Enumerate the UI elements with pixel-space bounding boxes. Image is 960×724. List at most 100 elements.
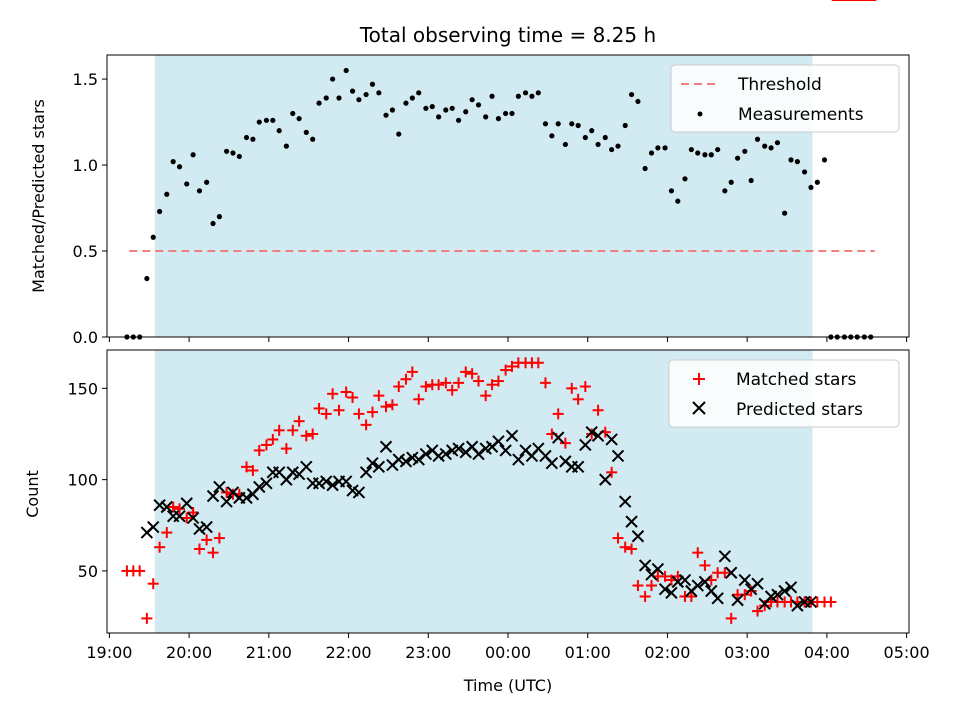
predicted-star-point — [579, 438, 592, 452]
measurement-point — [157, 208, 163, 215]
matched-star-point — [320, 408, 332, 420]
predicted-star-point — [472, 447, 485, 461]
matched-star-point — [699, 559, 711, 571]
predicted-star-point — [359, 466, 373, 479]
predicted-star-point — [200, 520, 213, 534]
matched-star-point — [552, 408, 564, 420]
x-axis-label: Time (UTC) — [463, 676, 552, 695]
predicted-star-point — [738, 573, 751, 587]
measurement-point — [170, 159, 176, 165]
predicted-star-point — [320, 475, 333, 488]
matched-star-point — [201, 534, 213, 546]
predicted-star-point — [651, 562, 665, 576]
bottom-ytick-label: 50 — [78, 562, 98, 581]
matched-star-point — [460, 366, 472, 378]
matched-star-point — [366, 406, 378, 418]
measurement-point — [396, 131, 402, 137]
measurement-point — [602, 134, 608, 141]
predicted-star-point — [731, 593, 744, 607]
measurement-point — [734, 155, 741, 161]
matched-star-point — [207, 547, 219, 559]
matched-star-point — [725, 612, 737, 624]
predicted-star-point — [778, 584, 791, 598]
xtick-label: 22:00 — [326, 643, 372, 662]
bottom-ytick-label: 150 — [67, 379, 98, 398]
measurement-point — [695, 150, 701, 156]
matched-star-point — [287, 424, 299, 436]
measurement-point — [176, 164, 183, 170]
predicted-star-point — [186, 511, 200, 525]
measurement-point — [204, 179, 210, 185]
matched-star-point — [167, 501, 179, 513]
matched-star-point — [645, 580, 657, 592]
matched-star-point — [532, 357, 544, 369]
predicted-star-point — [804, 595, 818, 609]
predicted-star-point — [784, 581, 798, 594]
predicted-star-point — [625, 515, 638, 528]
matched-star-point — [307, 428, 319, 440]
matched-star-point — [413, 393, 425, 405]
matched-star-point — [566, 382, 578, 394]
predicted-star-point — [160, 500, 173, 514]
measurement-point — [383, 112, 389, 118]
matched-star-point — [486, 379, 498, 391]
predicted-star-point — [213, 480, 226, 494]
matched-star-point — [380, 401, 392, 413]
predicted-star-point — [379, 440, 393, 453]
matched-star-point — [639, 590, 651, 602]
measurement-point — [409, 95, 415, 101]
measurement-point — [316, 100, 322, 106]
measurement-point — [483, 114, 489, 120]
measurement-point — [575, 122, 581, 129]
measurement-point — [416, 90, 422, 96]
measurement-point — [615, 143, 621, 149]
xtick-label: 03:00 — [724, 643, 770, 662]
measurement-point — [276, 128, 282, 134]
measurement-point — [423, 105, 429, 111]
measurement-point — [569, 121, 575, 127]
matched-star-point — [759, 600, 771, 612]
predicted-star-point — [671, 575, 685, 589]
legend-threshold-label: Threshold — [737, 75, 822, 95]
top-legend-box — [670, 64, 900, 133]
measurement-point — [455, 117, 462, 123]
matched-star-point — [626, 543, 638, 555]
bottom-legend-box — [668, 359, 900, 428]
predicted-star-point — [253, 480, 266, 494]
measurement-point — [628, 91, 635, 98]
measurement-point — [595, 141, 601, 148]
measurement-point — [270, 117, 276, 123]
predicted-star-point — [718, 550, 732, 563]
predicted-star-point — [618, 495, 632, 508]
measurement-point — [290, 110, 296, 117]
measurement-point — [782, 210, 788, 216]
matched-star-point — [353, 408, 365, 420]
predicted-star-point — [545, 456, 559, 470]
measurement-point — [801, 169, 808, 175]
measurement-point — [662, 145, 668, 151]
measurement-point — [748, 177, 754, 184]
xtick-label: 21:00 — [246, 643, 292, 662]
matched-star-point — [692, 547, 704, 559]
matched-star-point — [174, 503, 186, 515]
measurement-point — [443, 107, 449, 113]
measurement-point — [429, 103, 435, 110]
xtick-label: 00:00 — [485, 643, 531, 662]
matched-star-point — [592, 404, 604, 416]
predicted-star-point — [698, 575, 712, 589]
predicted-star-point — [419, 447, 433, 461]
measurement-point — [589, 128, 595, 134]
predicted-star-point — [571, 460, 585, 474]
matched-star-point — [221, 486, 233, 498]
measurement-point — [196, 188, 203, 194]
matched-star-point — [752, 605, 764, 617]
matched-star-point — [347, 391, 359, 403]
measurement-point — [463, 109, 469, 115]
matched-star-point — [606, 466, 618, 478]
measurement-point — [216, 214, 223, 220]
measurement-point — [210, 220, 216, 227]
matched-star-point — [267, 433, 279, 445]
legend-matched-label: Matched stars — [736, 370, 856, 390]
measurement-point — [150, 234, 156, 240]
predicted-star-point — [300, 460, 313, 474]
